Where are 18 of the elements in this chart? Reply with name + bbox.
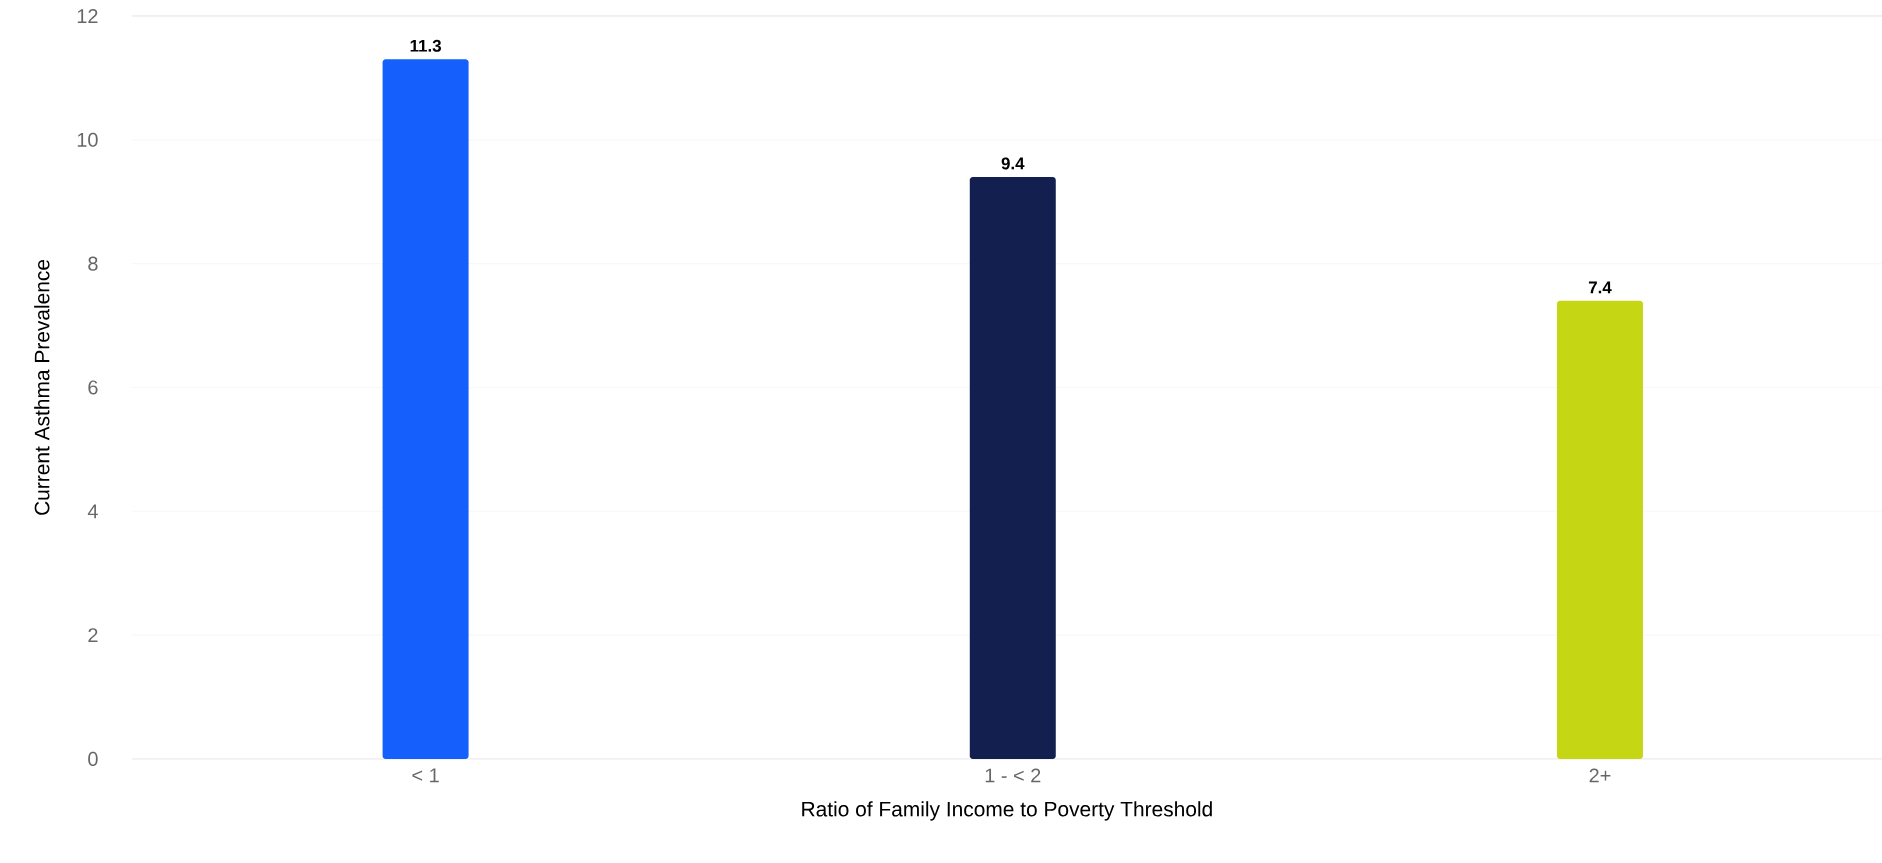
data-label: 11.3 — [410, 39, 441, 52]
y-tick-label: 10 — [77, 132, 98, 147]
x-tick-label: 2+ — [1589, 768, 1611, 783]
bar — [969, 177, 1056, 759]
y-tick-label: 0 — [88, 751, 98, 767]
y-tick-label: 6 — [88, 380, 98, 395]
data-label: 9.4 — [1001, 157, 1025, 170]
data-label: 7.4 — [1588, 281, 1612, 294]
y-tick-label: 2 — [88, 628, 98, 643]
y-tick-label: 12 — [77, 9, 98, 23]
x-axis-title: Ratio of Family Income to Poverty Threshold — [802, 801, 1212, 821]
y-axis-title: Current Asthma Prevalence — [34, 260, 50, 515]
x-tick-label: < 1 — [412, 768, 439, 783]
y-tick-label: 4 — [87, 504, 98, 519]
bar — [1556, 300, 1643, 759]
y-tick-label: 8 — [88, 256, 98, 271]
bar — [382, 59, 469, 759]
x-tick-label: 1 - < 2 — [985, 768, 1041, 783]
